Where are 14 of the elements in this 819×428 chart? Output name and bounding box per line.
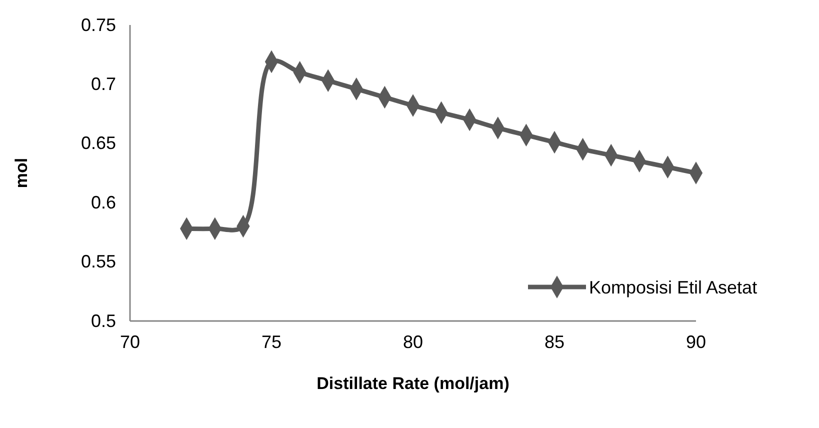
x-tick-label: 80 — [402, 332, 424, 352]
x-tick-label: 75 — [261, 332, 282, 352]
y-tick-label: 0.55 — [80, 252, 116, 272]
y-tick-label: 0.65 — [80, 133, 116, 154]
x-tick-label: 85 — [544, 332, 565, 352]
legend-label: Komposisi Etil Asetat — [589, 277, 758, 298]
x-tick-label: 90 — [686, 332, 706, 352]
x-tick-label: 70 — [120, 332, 140, 352]
y-axis-title: mol — [12, 158, 31, 188]
y-tick-label: 0.75 — [80, 14, 116, 35]
y-tick-label: 0.6 — [90, 192, 116, 212]
x-axis-title: Distillate Rate (mol/jam) — [316, 374, 510, 393]
y-tick-label: 0.5 — [90, 310, 116, 331]
y-tick-label: 0.7 — [90, 74, 116, 94]
